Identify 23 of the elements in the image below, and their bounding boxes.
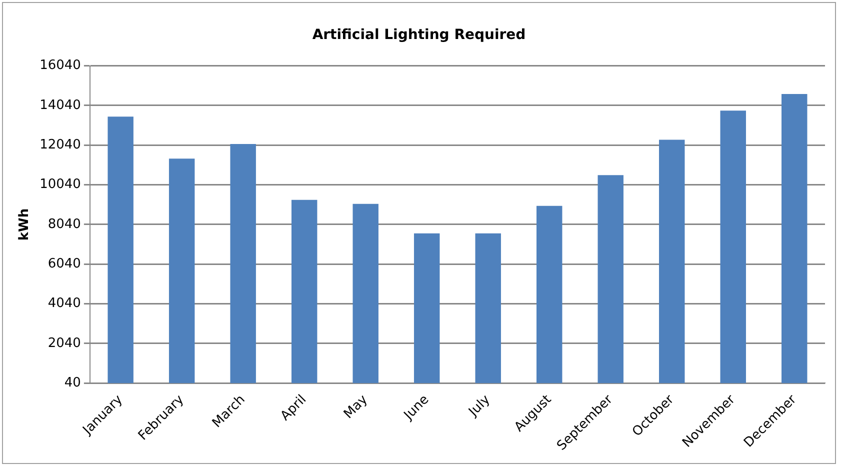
y-tick-label: 40	[64, 376, 81, 391]
chart-title: Artificial Lighting Required	[312, 27, 526, 44]
bar	[168, 158, 195, 384]
bar	[352, 204, 378, 384]
bar	[720, 110, 746, 384]
y-tick-label: 8040	[48, 216, 81, 232]
bar	[230, 144, 256, 384]
y-tick-label: 4040	[48, 296, 81, 312]
y-tick-label: 10040	[40, 177, 81, 192]
bar	[475, 233, 501, 384]
bar	[108, 116, 134, 384]
bar	[536, 206, 562, 384]
bar	[291, 200, 318, 384]
y-tick-label: 2040	[48, 336, 81, 351]
y-tick-label: 12040	[40, 138, 81, 153]
y-axis-title: kWh	[17, 208, 32, 241]
bar	[659, 140, 685, 384]
y-tick-label: 14040	[40, 98, 81, 113]
y-tick-label: 16040	[40, 58, 81, 74]
bar	[782, 94, 808, 384]
y-tick-label: 6040	[48, 256, 81, 272]
bar	[414, 233, 440, 384]
bar	[598, 175, 624, 384]
